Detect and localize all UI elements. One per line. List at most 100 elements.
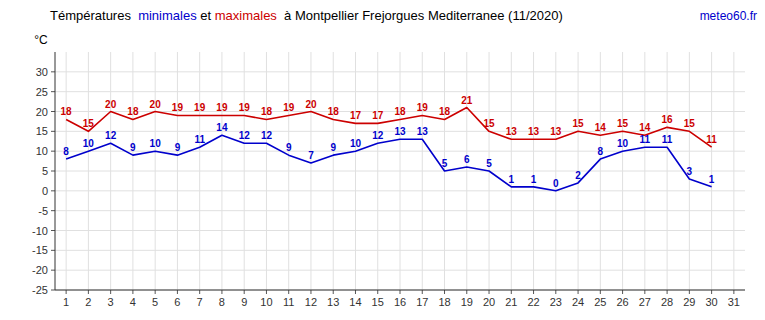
data-label: 18 <box>439 106 451 117</box>
x-tick <box>422 290 423 294</box>
x-tick-label: 5 <box>152 296 158 308</box>
x-tick <box>689 290 690 294</box>
x-tick-label: 18 <box>438 296 450 308</box>
x-grid-line <box>88 52 89 290</box>
data-label: 8 <box>63 146 69 157</box>
data-label: 20 <box>150 99 162 110</box>
y-tick-label: -25 <box>32 284 48 296</box>
data-label: 19 <box>216 102 228 113</box>
x-tick <box>377 290 378 294</box>
data-label: 15 <box>483 118 495 129</box>
data-label: 15 <box>83 118 95 129</box>
x-tick-label: 17 <box>416 296 428 308</box>
y-tick-label: 30 <box>36 66 48 78</box>
x-tick <box>733 290 734 294</box>
x-tick-label: 25 <box>594 296 606 308</box>
x-tick-label: 1 <box>63 296 69 308</box>
x-grid-line <box>355 52 356 290</box>
tick-labels: -25-20-15-10-505101520253012345678910111… <box>32 66 740 308</box>
x-tick <box>155 290 156 294</box>
x-tick-label: 22 <box>527 296 539 308</box>
x-tick <box>288 290 289 294</box>
data-label: 5 <box>486 158 492 169</box>
x-tick-label: 10 <box>260 296 272 308</box>
data-label: 13 <box>417 126 429 137</box>
data-label: 21 <box>461 95 473 106</box>
data-label: 7 <box>308 150 314 161</box>
y-tick-label: 0 <box>42 185 48 197</box>
y-tick <box>51 111 55 112</box>
x-tick <box>310 290 311 294</box>
x-tick-label: 9 <box>241 296 247 308</box>
data-label: 10 <box>83 138 95 149</box>
x-grid-line <box>555 52 556 290</box>
data-label: 14 <box>595 122 607 133</box>
y-tick-label: 5 <box>42 165 48 177</box>
x-tick <box>199 290 200 294</box>
data-label: 18 <box>127 106 139 117</box>
x-grid-line <box>333 52 334 290</box>
y-grid-line <box>55 290 745 291</box>
x-tick <box>600 290 601 294</box>
x-grid-line <box>511 52 512 290</box>
x-tick <box>644 290 645 294</box>
data-label: 9 <box>175 142 181 153</box>
x-grid-line <box>422 52 423 290</box>
y-tick-label: -15 <box>32 244 48 256</box>
x-tick-label: 13 <box>327 296 339 308</box>
data-label: 10 <box>150 138 162 149</box>
x-grid-line <box>110 52 111 290</box>
data-label: 13 <box>550 126 562 137</box>
x-grid-line <box>177 52 178 290</box>
x-grid-line <box>288 52 289 290</box>
data-label: 18 <box>328 106 340 117</box>
x-grid-line <box>66 52 67 290</box>
x-grid-line <box>244 52 245 290</box>
x-tick-label: 8 <box>219 296 225 308</box>
x-tick-label: 15 <box>372 296 384 308</box>
y-tick <box>51 71 55 72</box>
x-tick <box>333 290 334 294</box>
title: Témpératures minimales et maximales à Mo… <box>50 8 563 23</box>
data-label: 11 <box>640 134 651 145</box>
y-tick <box>51 210 55 211</box>
x-tick <box>578 290 579 294</box>
x-grid-line <box>377 52 378 290</box>
x-tick <box>355 290 356 294</box>
y-tick-label: 20 <box>36 106 48 118</box>
x-tick-label: 11 <box>283 296 294 308</box>
title-part: minimales <box>138 8 197 23</box>
y-tick-label: 10 <box>36 145 48 157</box>
x-tick-label: 29 <box>683 296 695 308</box>
data-label: 1 <box>509 174 515 185</box>
x-tick <box>177 290 178 294</box>
y-tick-label: -5 <box>38 205 48 217</box>
title-part: à Montpellier Frejorgues Mediterranee (1… <box>277 8 563 23</box>
x-tick <box>244 290 245 294</box>
data-label: 19 <box>417 102 429 113</box>
x-tick-label: 30 <box>705 296 717 308</box>
data-label: 18 <box>394 106 406 117</box>
data-label: 11 <box>706 134 717 145</box>
data-label: 19 <box>283 102 295 113</box>
x-grid-line <box>132 52 133 290</box>
x-tick <box>555 290 556 294</box>
data-label: 6 <box>464 154 470 165</box>
x-tick-label: 27 <box>639 296 651 308</box>
series-line <box>66 135 711 191</box>
y-tick <box>51 171 55 172</box>
x-grid-line <box>667 52 668 290</box>
data-label: 14 <box>216 122 228 133</box>
x-tick <box>132 290 133 294</box>
data-label: 17 <box>372 110 384 121</box>
data-label: 19 <box>194 102 206 113</box>
data-label: 20 <box>105 99 117 110</box>
data-label: 13 <box>506 126 518 137</box>
x-tick-label: 19 <box>461 296 473 308</box>
x-tick-label: 26 <box>616 296 628 308</box>
data-label: 15 <box>684 118 696 129</box>
data-label: 9 <box>130 142 136 153</box>
data-label: 19 <box>239 102 251 113</box>
x-tick <box>266 290 267 294</box>
data-label: 12 <box>239 130 251 141</box>
